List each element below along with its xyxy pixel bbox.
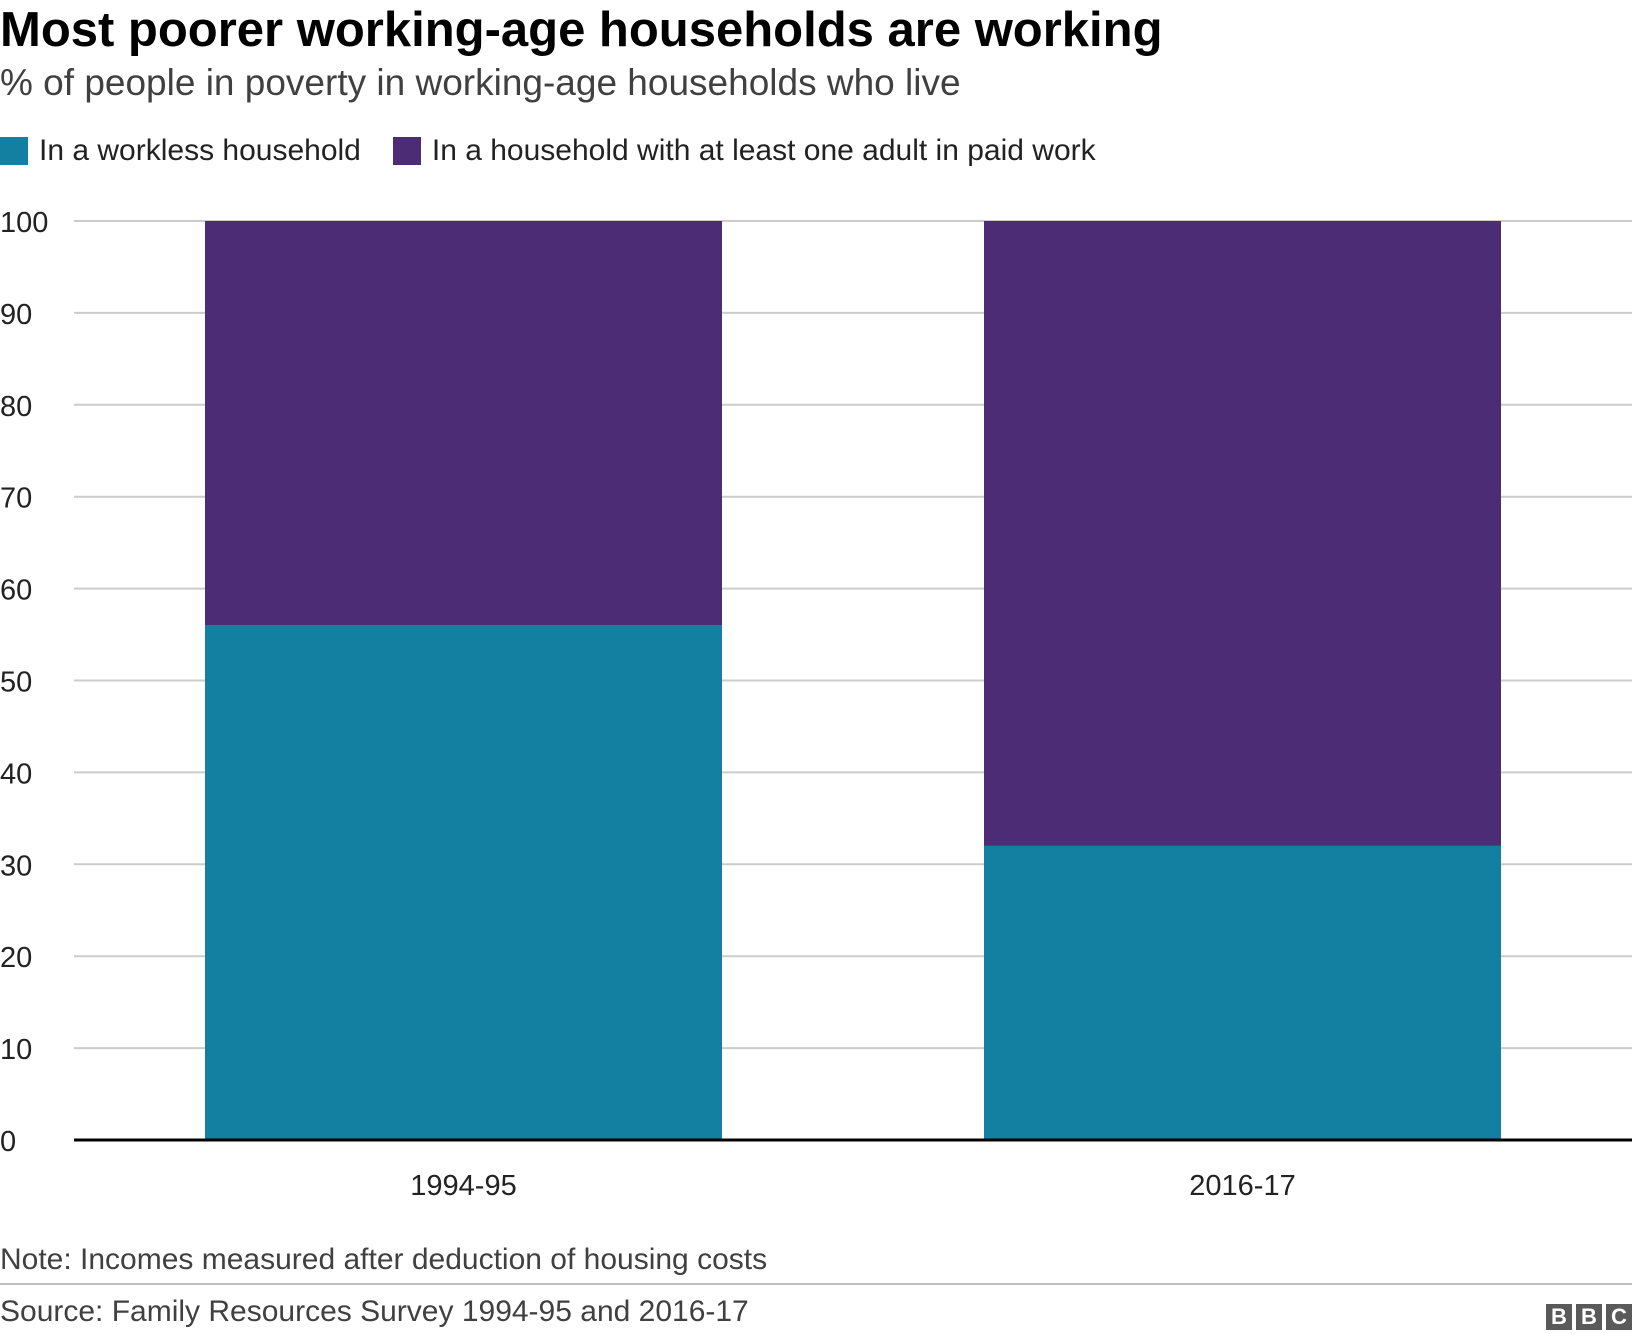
axes: 0 10 20 30 40 50 60 70 80 90 100 1994-95 2016-17 <box>0 207 1632 1202</box>
bbc-logo-letter: B <box>1576 1304 1602 1330</box>
x-tick-label: 2016-17 <box>1189 1170 1295 1202</box>
bars <box>205 221 1501 1140</box>
y-tick-label: 0 <box>0 1126 16 1158</box>
bbc-logo-letter: B <box>1546 1304 1572 1330</box>
bar-segment-in-work <box>205 221 722 626</box>
y-tick-label: 70 <box>0 483 32 515</box>
bar-segment-workless <box>205 625 722 1140</box>
chart-note: Note: Incomes measured after deduction o… <box>0 1243 768 1276</box>
y-tick-label: 90 <box>0 299 32 331</box>
y-tick-label: 80 <box>0 391 32 423</box>
y-tick-label: 60 <box>0 575 32 607</box>
chart-subtitle: % of people in poverty in working-age ho… <box>0 62 961 103</box>
bbc-logo: B B C <box>1546 1304 1632 1330</box>
stacked-bar-chart: 0 10 20 30 40 50 60 70 80 90 100 1994-95 2016-17 <box>0 207 1632 1202</box>
y-tick-label: 40 <box>0 758 32 790</box>
bbc-logo-letter: C <box>1606 1304 1632 1330</box>
legend-item-in-work: In a household with at least one adult i… <box>392 134 1096 168</box>
chart-title: Most poorer working-age households are w… <box>0 3 1163 57</box>
legend-item-workless: In a workless household <box>0 134 361 168</box>
y-tick-label: 50 <box>0 667 32 699</box>
y-tick-label: 20 <box>0 942 32 974</box>
y-tick-label: 100 <box>0 207 48 239</box>
legend-swatch-in-work <box>392 137 421 165</box>
y-tick-label: 30 <box>0 850 32 882</box>
chart-source: Source: Family Resources Survey 1994-95 … <box>0 1295 749 1328</box>
y-tick-label: 10 <box>0 1034 32 1066</box>
x-tick-label: 1994-95 <box>410 1170 516 1202</box>
bar-segment-workless <box>984 845 1501 1140</box>
footer-divider <box>0 1283 1632 1285</box>
legend-label-workless: In a workless household <box>39 134 361 167</box>
legend-swatch-workless <box>0 137 28 165</box>
bar-segment-in-work <box>984 221 1501 846</box>
legend: In a workless household In a household w… <box>0 134 1128 168</box>
legend-label-in-work: In a household with at least one adult i… <box>431 134 1096 167</box>
